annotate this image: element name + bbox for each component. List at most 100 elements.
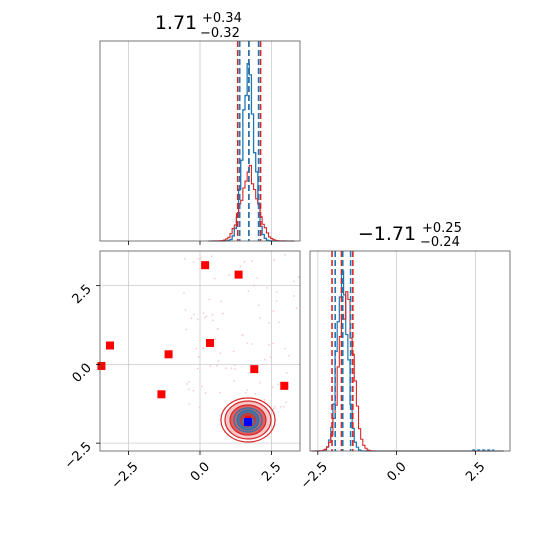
scatter-faint-point [259, 317, 261, 319]
scatter-faint-point [185, 328, 188, 331]
scatter-faint-point [188, 403, 191, 405]
scatter-faint-point [202, 347, 204, 350]
scatter-red-square [234, 270, 243, 279]
scatter-faint-point [210, 255, 213, 258]
scatter-xtick-label: 0.0 [188, 459, 213, 484]
scatter-faint-point [197, 257, 200, 260]
scatter-red-square [201, 261, 210, 270]
scatter-faint-point [273, 258, 276, 261]
scatter-panel [96, 250, 301, 455]
hist2-frame [309, 250, 511, 452]
scatter-faint-point [202, 312, 205, 314]
scatter-faint-point [188, 388, 190, 391]
scatter-faint-point [199, 256, 202, 259]
scatter-faint-point [254, 393, 257, 395]
scatter-faint-point [247, 290, 250, 292]
hist2-xtick-label: 2.5 [463, 459, 488, 484]
scatter-faint-point [243, 260, 246, 263]
scatter-faint-point [214, 338, 217, 341]
scatter-faint-point [233, 364, 236, 367]
hist2-background [310, 251, 510, 451]
scatter-ytick-label: 0.0 [70, 361, 95, 386]
scatter-faint-point [221, 312, 224, 315]
scatter-red-square [250, 365, 259, 374]
scatter-faint-point [239, 265, 242, 268]
scatter-faint-point [233, 379, 236, 382]
scatter-faint-point [197, 356, 200, 358]
scatter-faint-point [268, 344, 271, 346]
scatter-faint-point [292, 280, 295, 283]
scatter-faint-point [279, 405, 282, 408]
scatter-faint-point [232, 350, 235, 353]
scatter-faint-point [213, 277, 216, 280]
scatter-faint-point [198, 406, 201, 409]
scatter-faint-point [246, 389, 248, 391]
scatter-faint-point [186, 383, 188, 385]
scatter-faint-point [230, 367, 233, 370]
scatter-faint-point [250, 343, 253, 345]
scatter-faint-point [205, 315, 208, 318]
scatter-faint-point [256, 277, 259, 279]
scatter-blue-square [244, 418, 252, 427]
scatter-faint-point [217, 359, 220, 362]
scatter-faint-point [228, 274, 231, 277]
hist2-xtick-label: −2.5 [298, 459, 331, 492]
scatter-faint-point [225, 367, 227, 370]
scatter-faint-point [297, 276, 300, 279]
scatter-faint-point [272, 310, 275, 313]
scatter-faint-point [192, 389, 195, 392]
scatter-faint-point [257, 304, 260, 307]
scatter-red-square [106, 341, 114, 350]
scatter-faint-point [283, 405, 285, 408]
scatter-faint-point [246, 342, 248, 345]
scatter-faint-point [258, 381, 261, 384]
scatter-faint-point [284, 347, 286, 350]
scatter-faint-point [285, 371, 288, 374]
param2-title-value: −1.71 [358, 223, 416, 245]
scatter-ytick-label: −2.5 [62, 439, 95, 472]
scatter-faint-point [273, 405, 276, 408]
scatter-faint-point [278, 321, 280, 323]
param1-title-minus: −0.32 [200, 26, 240, 41]
param1-title: 1.71 +0.34 −0.32 [155, 11, 242, 41]
scatter-faint-point [204, 391, 207, 394]
scatter-faint-point [219, 391, 221, 394]
scatter-faint-point [293, 295, 295, 297]
scatter-faint-point [216, 327, 219, 330]
hist2-xtick-label: 0.0 [384, 459, 409, 484]
scatter-faint-point [263, 399, 266, 401]
param1-title-plus: +0.34 [202, 11, 242, 26]
scatter-faint-point [211, 313, 214, 316]
scatter-faint-point [219, 352, 222, 355]
scatter-faint-point [250, 260, 253, 263]
scatter-faint-point [234, 367, 236, 370]
scatter-faint-point [209, 365, 212, 368]
scatter-faint-point [183, 292, 185, 294]
scatter-faint-point [183, 257, 186, 260]
scatter-faint-point [288, 354, 290, 357]
scatter-faint-point [184, 308, 187, 311]
histogram-param2 [309, 250, 511, 455]
scatter-faint-point [192, 261, 195, 263]
scatter-faint-point [204, 316, 206, 319]
scatter-ytick-label: 2.5 [70, 282, 95, 307]
param1-title-value: 1.71 [155, 12, 197, 34]
scatter-faint-point [269, 356, 272, 359]
scatter-faint-point [271, 386, 274, 389]
red-contour-outer [220, 397, 276, 443]
histogram-param1 [99, 40, 301, 245]
scatter-faint-point [196, 367, 199, 370]
scatter-faint-point [275, 291, 278, 294]
scatter-red-square [206, 338, 214, 347]
scatter-red-square [280, 381, 289, 390]
scatter-faint-point [241, 334, 244, 336]
blue-contour-outer [233, 407, 263, 433]
scatter-faint-point [263, 358, 266, 361]
scatter-faint-point [284, 254, 287, 256]
scatter-red-square [157, 390, 166, 399]
scatter-faint-point [275, 300, 278, 303]
param2-title: −1.71 +0.25 −0.24 [358, 221, 462, 250]
scatter-xtick-label: 2.5 [259, 459, 284, 484]
scatter-faint-point [201, 385, 203, 388]
